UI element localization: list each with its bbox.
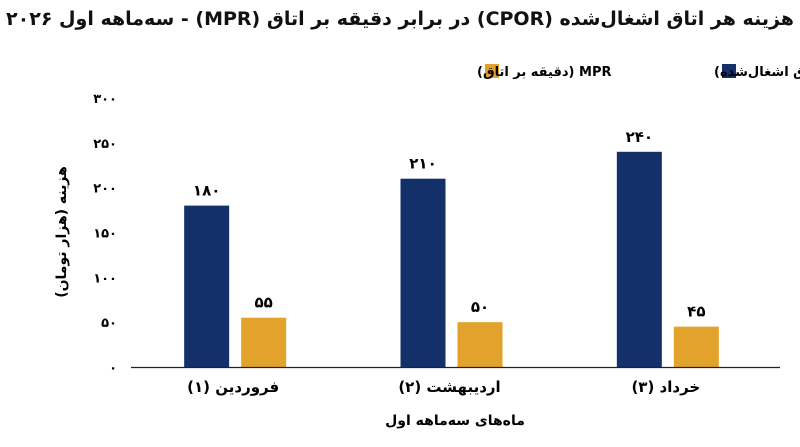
bar (184, 205, 230, 367)
bar (457, 322, 503, 367)
chart-title: هزینه هر اتاق اشغال‌شده (CPOR) در برابر … (6, 8, 794, 30)
x-axis: فروردین (۱) اردیبهشت (۲) خرداد (۳) (131, 366, 780, 396)
bars: ۱۸۰ ۵۵ ۲۱۰ ۵۰ ۲۴۰ ۴۵ (184, 128, 719, 367)
y-tick-label: ۳۰۰ (93, 92, 117, 107)
data-label: ۲۱۰ (409, 155, 436, 173)
legend-label: CPOR (هزینه هر اتاق اشغال‌شده) (714, 65, 800, 80)
legend-swatch (485, 64, 499, 78)
y-axis-title: هزینه (هزار تومان) (54, 166, 70, 298)
y-tick-label: ۲۵۰ (93, 137, 117, 152)
y-tick-label: ۰ (109, 361, 117, 376)
data-label: ۲۴۰ (626, 128, 653, 146)
y-tick-label: ۵۰ (101, 316, 117, 331)
y-tick-label: ۲۰۰ (93, 182, 117, 197)
y-tick-label: ۱۵۰ (93, 227, 117, 242)
data-label: ۱۸۰ (193, 182, 220, 200)
bar (241, 317, 287, 367)
x-axis-title: ماه‌های سه‌ماهه اول (385, 413, 525, 429)
legend-label: MPR (دقیقه بر اتاق) (477, 65, 612, 80)
y-axis: ۰ ۵۰ ۱۰۰ ۱۵۰ ۲۰۰ ۲۵۰ ۳۰۰ (93, 92, 117, 376)
category-label: اردیبهشت (۲) (398, 378, 500, 396)
data-label: ۵۰ (471, 298, 489, 316)
y-tick-label: ۱۰۰ (93, 271, 117, 286)
legend: CPOR (هزینه هر اتاق اشغال‌شده) MPR (دقیقه… (477, 64, 800, 80)
category-label: فروردین (۱) (187, 378, 279, 396)
data-label: ۵۵ (255, 294, 273, 312)
bar (673, 326, 719, 367)
bar (400, 178, 446, 367)
category-label: خرداد (۳) (631, 378, 700, 396)
data-label: ۴۵ (687, 303, 705, 321)
bar (616, 151, 662, 367)
legend-swatch (722, 64, 736, 78)
